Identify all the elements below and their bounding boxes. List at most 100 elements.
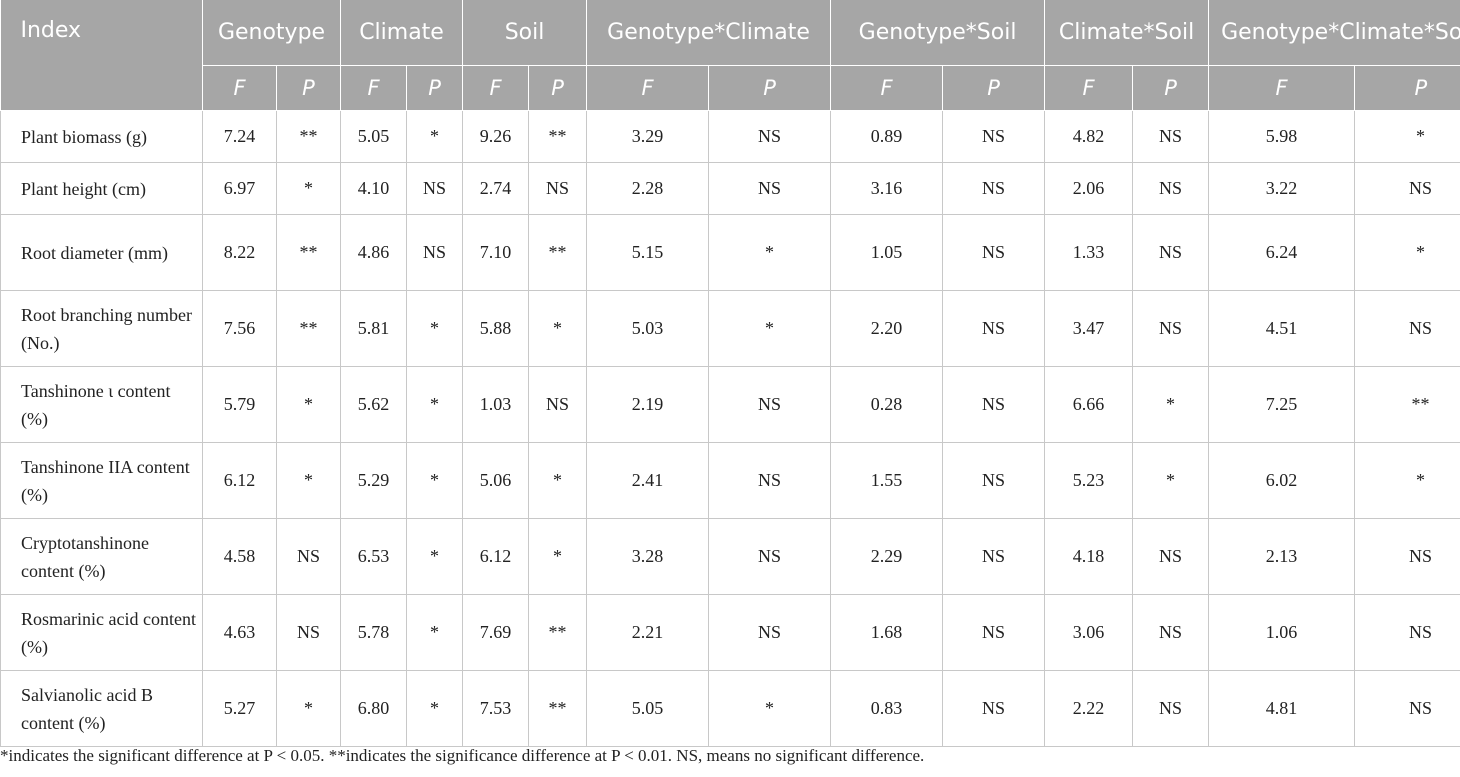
p-value-cell: ** bbox=[275, 110, 342, 163]
f-value-cell: 2.22 bbox=[1044, 670, 1134, 747]
p-value-cell: * bbox=[275, 442, 342, 519]
p-value-cell: NS bbox=[1132, 110, 1210, 163]
p-value-cell: * bbox=[528, 290, 588, 367]
p-value-cell: NS bbox=[942, 442, 1046, 519]
f-value-cell: 2.13 bbox=[1208, 518, 1356, 595]
p-value-cell: * bbox=[406, 366, 464, 443]
p-value-cell: ** bbox=[275, 290, 342, 367]
p-value-cell: NS bbox=[942, 366, 1046, 443]
row-index-label: Plant biomass (g) bbox=[0, 110, 203, 163]
table-footnote: *indicates the significant difference at… bbox=[0, 746, 925, 765]
p-value-cell: ** bbox=[1354, 366, 1460, 443]
f-value-cell: 4.86 bbox=[340, 214, 408, 291]
f-value-cell: 0.28 bbox=[830, 366, 944, 443]
group-header-genotype-climate: Genotype*Climate bbox=[586, 0, 832, 66]
p-value-cell: NS bbox=[1132, 594, 1210, 671]
sub-header-p: P bbox=[1132, 65, 1210, 111]
sub-header-f: F bbox=[1044, 65, 1134, 111]
p-value-cell: * bbox=[708, 670, 832, 747]
p-value-cell: * bbox=[406, 290, 464, 367]
header-row-groups: Index Genotype Climate Soil Genotype*Cli… bbox=[0, 0, 1460, 111]
p-value-cell: NS bbox=[942, 594, 1046, 671]
sub-header-p: P bbox=[406, 65, 464, 111]
f-value-cell: 4.58 bbox=[202, 518, 277, 595]
group-header-genotype-soil: Genotype*Soil bbox=[830, 0, 1046, 66]
p-value-cell: NS bbox=[942, 670, 1046, 747]
f-value-cell: 4.81 bbox=[1208, 670, 1356, 747]
sub-header-p: P bbox=[528, 65, 588, 111]
p-value-cell: NS bbox=[1132, 214, 1210, 291]
f-value-cell: 6.66 bbox=[1044, 366, 1134, 443]
p-value-cell: * bbox=[528, 518, 588, 595]
row-index-label: Rosmarinic acid content (%) bbox=[0, 594, 203, 671]
f-value-cell: 4.10 bbox=[340, 162, 408, 215]
f-value-cell: 5.88 bbox=[462, 290, 530, 367]
table-row: Tanshinone IIA content (%) 6.12 * 5.29 * 5.06… bbox=[0, 442, 1460, 519]
f-value-cell: 5.05 bbox=[586, 670, 710, 747]
f-value-cell: 1.05 bbox=[830, 214, 944, 291]
index-header: Index bbox=[0, 0, 203, 111]
p-value-cell: NS bbox=[708, 442, 832, 519]
table-row: Plant height (cm) 6.97 * 4.10 NS 2.74 NS 2.28 NS… bbox=[0, 162, 1460, 215]
f-value-cell: 7.10 bbox=[462, 214, 530, 291]
f-value-cell: 5.79 bbox=[202, 366, 277, 443]
p-value-cell: NS bbox=[275, 594, 342, 671]
p-value-cell: * bbox=[275, 366, 342, 443]
f-value-cell: 2.41 bbox=[586, 442, 710, 519]
p-value-cell: NS bbox=[942, 214, 1046, 291]
p-value-cell: * bbox=[1132, 442, 1210, 519]
p-value-cell: NS bbox=[1354, 518, 1460, 595]
f-value-cell: 4.18 bbox=[1044, 518, 1134, 595]
f-value-cell: 7.24 bbox=[202, 110, 277, 163]
sub-header-p: P bbox=[1354, 65, 1460, 111]
sub-header-f: F bbox=[340, 65, 408, 111]
sub-header-f: F bbox=[1208, 65, 1356, 111]
f-value-cell: 2.74 bbox=[462, 162, 530, 215]
f-value-cell: 2.19 bbox=[586, 366, 710, 443]
f-value-cell: 5.81 bbox=[340, 290, 408, 367]
group-header-genotype-climate-soil: Genotype*Climate*Soil bbox=[1208, 0, 1460, 66]
anova-table: Index Genotype Climate Soil Genotype*Cli… bbox=[0, 0, 1460, 747]
f-value-cell: 6.12 bbox=[202, 442, 277, 519]
sub-header-p: P bbox=[708, 65, 832, 111]
f-value-cell: 4.63 bbox=[202, 594, 277, 671]
f-value-cell: 5.29 bbox=[340, 442, 408, 519]
p-value-cell: NS bbox=[1354, 594, 1460, 671]
header-row-stats: F P F P F P F P F P F P F P bbox=[1, 65, 1460, 111]
f-value-cell: 2.21 bbox=[586, 594, 710, 671]
p-value-cell: * bbox=[1354, 110, 1460, 163]
f-value-cell: 3.28 bbox=[586, 518, 710, 595]
p-value-cell: ** bbox=[528, 214, 588, 291]
f-value-cell: 5.62 bbox=[340, 366, 408, 443]
anova-table-container: Index Genotype Climate Soil Genotype*Cli… bbox=[0, 0, 1460, 747]
p-value-cell: NS bbox=[1354, 290, 1460, 367]
f-value-cell: 2.06 bbox=[1044, 162, 1134, 215]
f-value-cell: 2.29 bbox=[830, 518, 944, 595]
p-value-cell: * bbox=[708, 290, 832, 367]
table-row: Tanshinone ι content (%) 5.79 * 5.62 * 1.03 NS… bbox=[0, 366, 1460, 443]
p-value-cell: ** bbox=[528, 594, 588, 671]
row-index-label: Root branching number (No.) bbox=[0, 290, 203, 367]
table-row: Rosmarinic acid content (%) 4.63 NS 5.78 * 7.… bbox=[0, 594, 1460, 671]
p-value-cell: NS bbox=[275, 518, 342, 595]
p-value-cell: * bbox=[406, 594, 464, 671]
row-index-label: Tanshinone ι content (%) bbox=[0, 366, 203, 443]
p-value-cell: * bbox=[1354, 442, 1460, 519]
f-value-cell: 5.05 bbox=[340, 110, 408, 163]
p-value-cell: NS bbox=[708, 518, 832, 595]
f-value-cell: 5.78 bbox=[340, 594, 408, 671]
f-value-cell: 7.69 bbox=[462, 594, 530, 671]
p-value-cell: NS bbox=[1132, 670, 1210, 747]
f-value-cell: 7.56 bbox=[202, 290, 277, 367]
f-value-cell: 7.25 bbox=[1208, 366, 1356, 443]
f-value-cell: 5.03 bbox=[586, 290, 710, 367]
f-value-cell: 6.80 bbox=[340, 670, 408, 747]
p-value-cell: NS bbox=[942, 290, 1046, 367]
group-header-genotype: Genotype bbox=[202, 0, 342, 66]
f-value-cell: 5.98 bbox=[1208, 110, 1356, 163]
table-row: Plant biomass (g) 7.24 ** 5.05 * 9.26 ** 3.29 NS… bbox=[0, 110, 1460, 163]
f-value-cell: 2.20 bbox=[830, 290, 944, 367]
p-value-cell: NS bbox=[708, 366, 832, 443]
p-value-cell: * bbox=[275, 162, 342, 215]
sub-header-f: F bbox=[830, 65, 944, 111]
